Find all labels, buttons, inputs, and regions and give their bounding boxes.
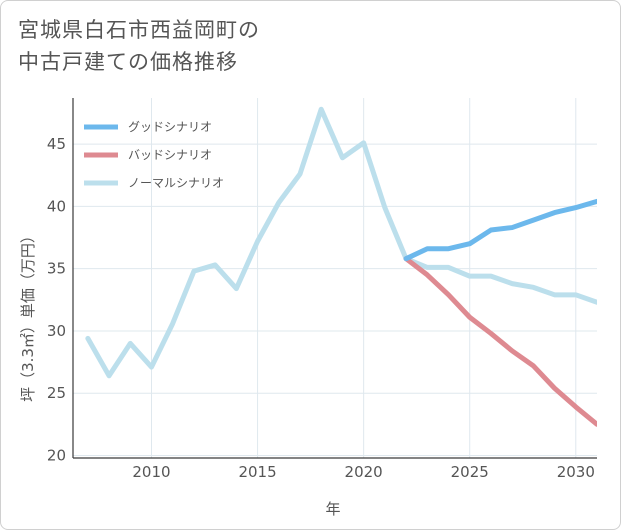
x-tick-label: 2025 xyxy=(451,463,489,481)
plot-area xyxy=(73,98,597,458)
series-line-0[interactable] xyxy=(403,198,597,262)
legend-label-0[interactable]: グッドシナリオ xyxy=(128,120,212,134)
y-tick-label: 20 xyxy=(47,447,66,465)
legend-label-1[interactable]: バッドシナリオ xyxy=(128,148,212,162)
series-group xyxy=(85,106,597,427)
chart-title-line-1: 宮城県白石市西益岡町の xyxy=(18,18,260,42)
x-tick-label: 2030 xyxy=(557,463,595,481)
grid xyxy=(73,98,597,458)
y-tick-label: 35 xyxy=(47,260,66,278)
y-tick-label: 30 xyxy=(47,322,66,340)
chart-title: 宮城県白石市西益岡町の 中古戸建ての価格推移 xyxy=(18,14,260,78)
chart-title-line-2: 中古戸建ての価格推移 xyxy=(18,50,238,74)
y-tick-label: 25 xyxy=(47,384,66,402)
x-tick-label: 2020 xyxy=(345,463,383,481)
series-line-1[interactable] xyxy=(403,256,597,427)
y-axis-title: 坪（3.3㎡）単価（万円） xyxy=(19,228,37,402)
x-tick-label: 2010 xyxy=(132,463,170,481)
y-tick-label: 45 xyxy=(47,135,66,153)
y-tick-label: 40 xyxy=(47,197,66,215)
series-line-2[interactable] xyxy=(85,106,597,379)
x-axis-title: 年 xyxy=(325,500,340,518)
legend-label-2[interactable]: ノーマルシナリオ xyxy=(128,176,224,190)
x-tick-label: 2015 xyxy=(238,463,276,481)
